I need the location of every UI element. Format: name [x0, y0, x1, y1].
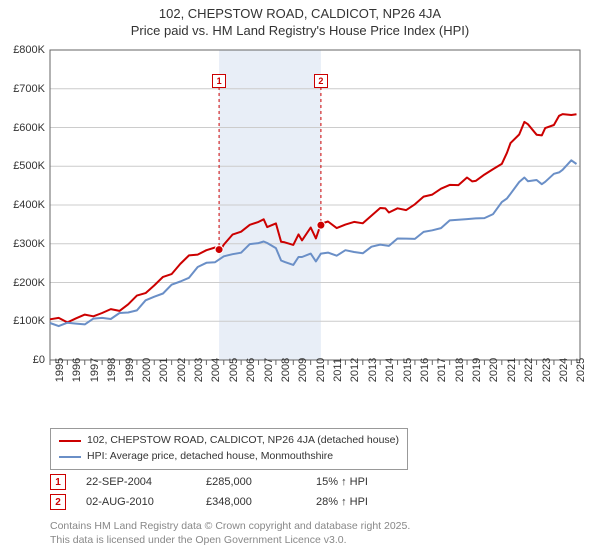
x-tick-label: 1998 — [106, 358, 118, 382]
y-tick-label: £0 — [33, 354, 45, 366]
legend-label: HPI: Average price, detached house, Monm… — [87, 449, 333, 465]
chart-container: 102, CHEPSTOW ROAD, CALDICOT, NP26 4JA P… — [0, 0, 600, 560]
x-tick-label: 1999 — [124, 358, 136, 382]
sale-price: £348,000 — [206, 496, 296, 508]
x-tick-label: 1995 — [54, 358, 66, 382]
sale-date: 22-SEP-2004 — [86, 476, 186, 488]
sale-marker-icon: 1 — [50, 474, 66, 490]
x-tick-label: 1996 — [71, 358, 83, 382]
x-tick-label: 2016 — [419, 358, 431, 382]
y-tick-label: £200K — [13, 277, 45, 289]
x-tick-label: 2018 — [454, 358, 466, 382]
sales-table: 1 22-SEP-2004 £285,000 15% ↑ HPI 2 02-AU… — [50, 472, 416, 512]
y-tick-label: £500K — [13, 160, 45, 172]
x-tick-label: 2009 — [297, 358, 309, 382]
x-tick-label: 2000 — [141, 358, 153, 382]
chart-sale-marker: 2 — [314, 74, 328, 88]
x-tick-label: 2007 — [263, 358, 275, 382]
x-tick-label: 2024 — [558, 358, 570, 382]
x-tick-label: 2013 — [367, 358, 379, 382]
x-tick-label: 2023 — [541, 358, 553, 382]
x-tick-label: 2015 — [402, 358, 414, 382]
x-tick-label: 2002 — [176, 358, 188, 382]
legend-item: HPI: Average price, detached house, Monm… — [59, 449, 399, 465]
sale-date: 02-AUG-2010 — [86, 496, 186, 508]
y-tick-label: £800K — [13, 44, 45, 56]
chart-plot-area: £0 £100K £200K £300K £400K £500K £600K £700K £80… — [0, 40, 600, 420]
legend: 102, CHEPSTOW ROAD, CALDICOT, NP26 4JA (… — [50, 428, 408, 470]
legend-swatch — [59, 440, 81, 442]
title-line-2: Price paid vs. HM Land Registry's House … — [0, 23, 600, 40]
x-tick-label: 2011 — [332, 358, 344, 382]
x-tick-label: 2008 — [280, 358, 292, 382]
sales-row: 1 22-SEP-2004 £285,000 15% ↑ HPI — [50, 472, 416, 492]
sale-pct: 15% ↑ HPI — [316, 476, 416, 488]
y-tick-label: £600K — [13, 122, 45, 134]
chart-sale-marker: 1 — [212, 74, 226, 88]
sales-row: 2 02-AUG-2010 £348,000 28% ↑ HPI — [50, 492, 416, 512]
x-tick-label: 2020 — [488, 358, 500, 382]
y-tick-label: £400K — [13, 199, 45, 211]
attribution-line: Contains HM Land Registry data © Crown c… — [50, 520, 410, 534]
x-tick-label: 2001 — [158, 358, 170, 382]
title-line-1: 102, CHEPSTOW ROAD, CALDICOT, NP26 4JA — [0, 6, 600, 23]
legend-item: 102, CHEPSTOW ROAD, CALDICOT, NP26 4JA (… — [59, 433, 399, 449]
y-tick-label: £700K — [13, 83, 45, 95]
x-tick-label: 2022 — [523, 358, 535, 382]
x-tick-label: 2006 — [245, 358, 257, 382]
attribution-line: This data is licensed under the Open Gov… — [50, 534, 410, 548]
x-tick-label: 1997 — [89, 358, 101, 382]
x-tick-label: 2004 — [210, 358, 222, 382]
x-tick-label: 2021 — [506, 358, 518, 382]
sale-marker-icon: 2 — [50, 494, 66, 510]
y-tick-label: £100K — [13, 315, 45, 327]
legend-swatch — [59, 456, 81, 458]
sale-pct: 28% ↑ HPI — [316, 496, 416, 508]
x-tick-label: 2010 — [315, 358, 327, 382]
x-tick-label: 2012 — [349, 358, 361, 382]
sale-price: £285,000 — [206, 476, 296, 488]
x-tick-label: 2005 — [228, 358, 240, 382]
attribution: Contains HM Land Registry data © Crown c… — [50, 520, 410, 547]
x-tick-label: 2003 — [193, 358, 205, 382]
x-tick-label: 2017 — [436, 358, 448, 382]
x-tick-label: 2019 — [471, 358, 483, 382]
y-tick-label: £300K — [13, 238, 45, 250]
chart-title: 102, CHEPSTOW ROAD, CALDICOT, NP26 4JA P… — [0, 0, 600, 40]
x-tick-label: 2014 — [384, 358, 396, 382]
legend-label: 102, CHEPSTOW ROAD, CALDICOT, NP26 4JA (… — [87, 433, 399, 449]
x-tick-label: 2025 — [575, 358, 587, 382]
